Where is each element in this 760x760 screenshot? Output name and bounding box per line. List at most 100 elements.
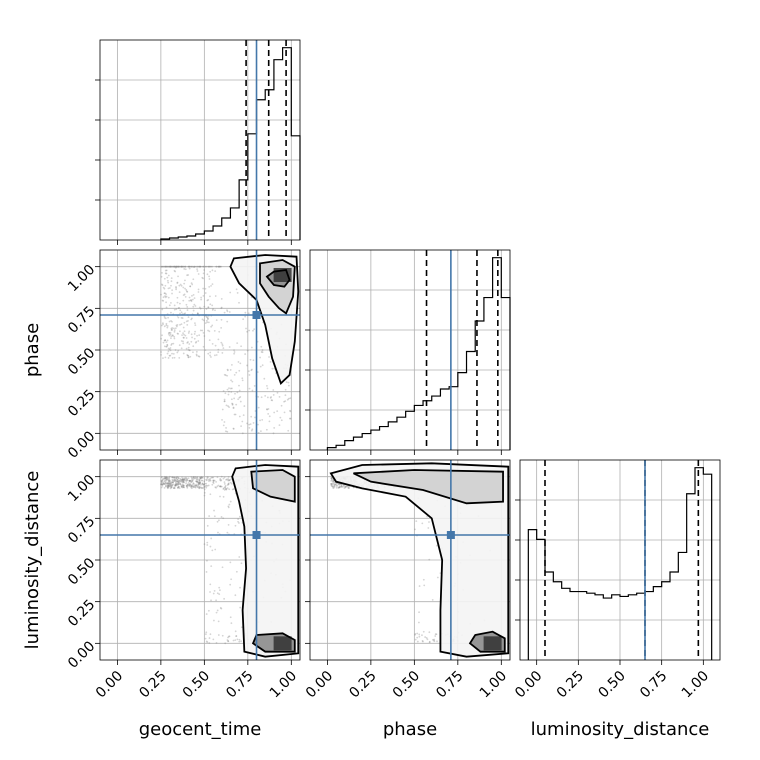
sample-point	[250, 429, 253, 432]
sample-point	[331, 485, 334, 488]
sample-point	[175, 288, 178, 291]
sample-point	[338, 483, 341, 486]
contour-level-2	[468, 630, 506, 653]
sample-point	[165, 478, 168, 481]
contour-level-1	[353, 469, 504, 505]
sample-point	[209, 591, 211, 593]
sample-point	[263, 377, 266, 380]
sample-point	[188, 343, 191, 345]
sample-point	[161, 479, 164, 482]
sample-point	[191, 294, 193, 297]
sample-point	[170, 280, 173, 283]
y-tick-label: 1.00	[65, 472, 98, 505]
sample-point	[416, 632, 419, 635]
sample-point	[163, 265, 166, 268]
sample-point	[187, 354, 190, 357]
sample-point	[187, 274, 190, 276]
sample-point	[180, 317, 183, 319]
sample-point	[331, 482, 334, 485]
sample-point	[186, 485, 189, 488]
sample-point	[177, 481, 180, 484]
sample-point	[209, 303, 212, 306]
sample-point	[250, 415, 253, 418]
sample-point	[217, 634, 220, 636]
x-axis-label-geocent-time: geocent_time	[139, 719, 262, 740]
sample-point	[188, 349, 191, 352]
sample-point	[194, 330, 196, 333]
sample-point	[168, 482, 170, 485]
sample-point	[227, 479, 229, 482]
sample-point	[180, 479, 182, 482]
sample-point	[177, 476, 179, 479]
sample-point	[205, 308, 208, 310]
sample-point	[219, 477, 222, 480]
sample-point	[190, 300, 193, 303]
sample-point	[216, 520, 219, 523]
sample-point	[421, 640, 424, 642]
sample-point	[240, 562, 243, 565]
sample-point	[165, 269, 168, 272]
sample-point	[197, 483, 200, 486]
sample-point	[426, 515, 428, 518]
sample-point	[209, 493, 212, 496]
sample-point	[212, 479, 215, 482]
sample-point	[176, 483, 179, 485]
sample-point	[173, 337, 176, 340]
sample-point	[206, 477, 209, 480]
sample-point	[217, 620, 220, 623]
sample-point	[182, 294, 185, 297]
sample-point	[211, 309, 214, 311]
sample-point	[338, 486, 341, 489]
sample-point	[177, 265, 179, 268]
sample-point	[197, 291, 200, 293]
sample-point	[191, 480, 194, 483]
sample-point	[338, 486, 341, 489]
sample-point	[193, 303, 196, 306]
sample-point	[200, 477, 203, 479]
sample-point	[168, 304, 171, 307]
sample-point	[169, 354, 172, 357]
sample-point	[173, 480, 176, 482]
sample-point	[238, 638, 241, 641]
sample-point	[176, 480, 179, 483]
sample-point	[211, 342, 214, 345]
sample-point	[264, 394, 267, 397]
sample-point	[172, 352, 175, 355]
sample-point	[171, 476, 174, 478]
sample-point	[214, 270, 217, 272]
sample-point	[208, 265, 211, 268]
sample-point	[416, 640, 419, 643]
sample-point	[166, 265, 168, 268]
density-fill-1	[251, 470, 295, 502]
sample-point	[218, 485, 221, 488]
sample-point	[239, 396, 242, 398]
sample-point	[431, 598, 434, 601]
sample-point	[336, 484, 339, 487]
sample-point	[279, 416, 282, 419]
sample-point	[173, 487, 175, 490]
sample-point	[194, 265, 196, 268]
sample-point	[223, 597, 226, 600]
sample-point	[197, 340, 200, 342]
sample-point	[190, 485, 192, 488]
sample-point	[224, 484, 227, 487]
sample-point	[205, 478, 207, 481]
sample-point	[217, 348, 220, 351]
sample-point	[257, 431, 260, 434]
sample-point	[201, 482, 204, 485]
sample-point	[250, 369, 253, 372]
sample-point	[171, 328, 173, 331]
contour-level-2	[265, 269, 291, 288]
sample-point	[164, 477, 166, 480]
sample-point	[276, 391, 279, 394]
sample-point	[215, 354, 218, 356]
sample-point	[251, 368, 253, 371]
sample-point	[222, 347, 225, 350]
sample-point	[207, 478, 210, 481]
panel-content	[100, 460, 300, 660]
sample-point	[221, 634, 224, 637]
axis-labels-layer: geocent_time phase luminosity_distance p…	[22, 323, 709, 740]
sample-point	[332, 480, 334, 483]
sample-point	[173, 476, 176, 479]
sample-point	[191, 265, 194, 268]
